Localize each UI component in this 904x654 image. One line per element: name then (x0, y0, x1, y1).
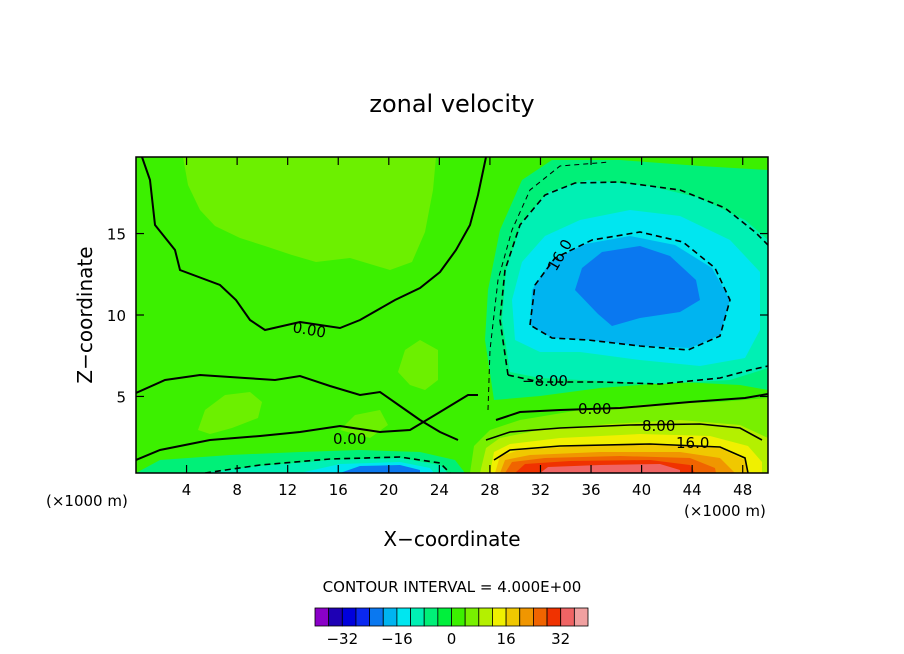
colorbar-swatch (382, 607, 398, 627)
field-region-neg20 (575, 246, 700, 326)
contour-bottom-neg8 (204, 456, 451, 473)
x-tick-label: 36 (581, 481, 600, 499)
x-tick-label: 4 (182, 481, 192, 499)
contour-zero-right (495, 393, 768, 421)
colorbar-swatch (546, 607, 562, 627)
contour-label: 0.00 (333, 430, 366, 448)
colorbar: −32 −16 0 16 32 (314, 607, 589, 648)
x-tick-label: 20 (379, 481, 398, 499)
colorbar-swatch (519, 607, 534, 627)
x-tick-label: 24 (430, 481, 449, 499)
contour-neg8-bottom (507, 365, 768, 385)
contour-interval-label: CONTOUR INTERVAL = 4.000E+00 (323, 578, 582, 596)
colorbar-swatch (573, 607, 589, 627)
colorbar-swatch (369, 607, 384, 627)
chart-title: zonal velocity (369, 90, 534, 118)
contour-zero-lower (136, 394, 478, 461)
y-tick-label: 5 (116, 388, 126, 406)
plot-area: 0.00 0.00 16.0 −8.00 0.00 8.00 16.0 (136, 157, 768, 473)
colorbar-swatch (396, 607, 411, 627)
field-region-upper-left (183, 157, 436, 270)
y-axis-label: Z−coordinate (73, 246, 97, 383)
contour-pos8 (485, 423, 763, 441)
field-region-blob-1 (198, 392, 262, 434)
contour-label: −8.00 (522, 372, 568, 390)
contour-label: 0.00 (291, 318, 327, 342)
x-tick-label: 32 (531, 481, 550, 499)
field-region-bottom-neg16 (340, 465, 420, 473)
colorbar-swatch (437, 607, 452, 627)
x-unit-left: (×1000 m) (46, 492, 128, 510)
contour-neg4-right (487, 161, 611, 411)
x-tick-label: 28 (480, 481, 499, 499)
colorbar-swatch (410, 607, 425, 627)
y-tick-label: 10 (107, 307, 126, 325)
colorbar-swatch (355, 607, 371, 627)
contour-neg16 (529, 231, 731, 351)
contour-zero-mid (136, 373, 459, 441)
x-axis-label: X−coordinate (383, 527, 520, 551)
contour-label: 0.00 (578, 400, 611, 418)
colorbar-swatch (464, 607, 480, 627)
colorbar-swatch (451, 607, 466, 627)
colorbar-swatch (328, 607, 343, 627)
colorbar-swatch (492, 607, 507, 627)
field-region-blob-2 (398, 340, 438, 390)
colorbar-swatch (314, 607, 330, 627)
colorbar-swatch (560, 607, 575, 627)
colorbar-swatch (505, 607, 521, 627)
contour-label: 8.00 (642, 417, 675, 435)
y-tick-label: 15 (107, 226, 126, 244)
colorbar-tick-label: 32 (551, 630, 570, 648)
x-tick-label: 48 (733, 481, 752, 499)
colorbar-swatch (533, 607, 548, 627)
x-tick-label: 44 (683, 481, 702, 499)
contour-lines (136, 157, 768, 473)
x-tick-label: 8 (232, 481, 242, 499)
colorbar-tick-label: 16 (497, 630, 516, 648)
colorbar-swatch (341, 607, 357, 627)
colorbar-swatch (478, 607, 493, 627)
x-tick-label: 12 (278, 481, 297, 499)
contour-label: 16.0 (676, 434, 709, 452)
colorbar-swatch (423, 607, 439, 627)
contour-neg8 (499, 181, 768, 376)
x-tick-label: 16 (329, 481, 348, 499)
colorbar-tick-label: −16 (381, 630, 413, 648)
colorbar-tick-label: −32 (326, 630, 358, 648)
x-tick-label: 40 (632, 481, 651, 499)
contour-zero-left (141, 157, 487, 332)
contour-pos16 (493, 443, 749, 473)
x-unit-right: (×1000 m) (684, 502, 766, 520)
field-region-pos32 (540, 464, 680, 473)
colorbar-tick-label: 0 (447, 630, 457, 648)
